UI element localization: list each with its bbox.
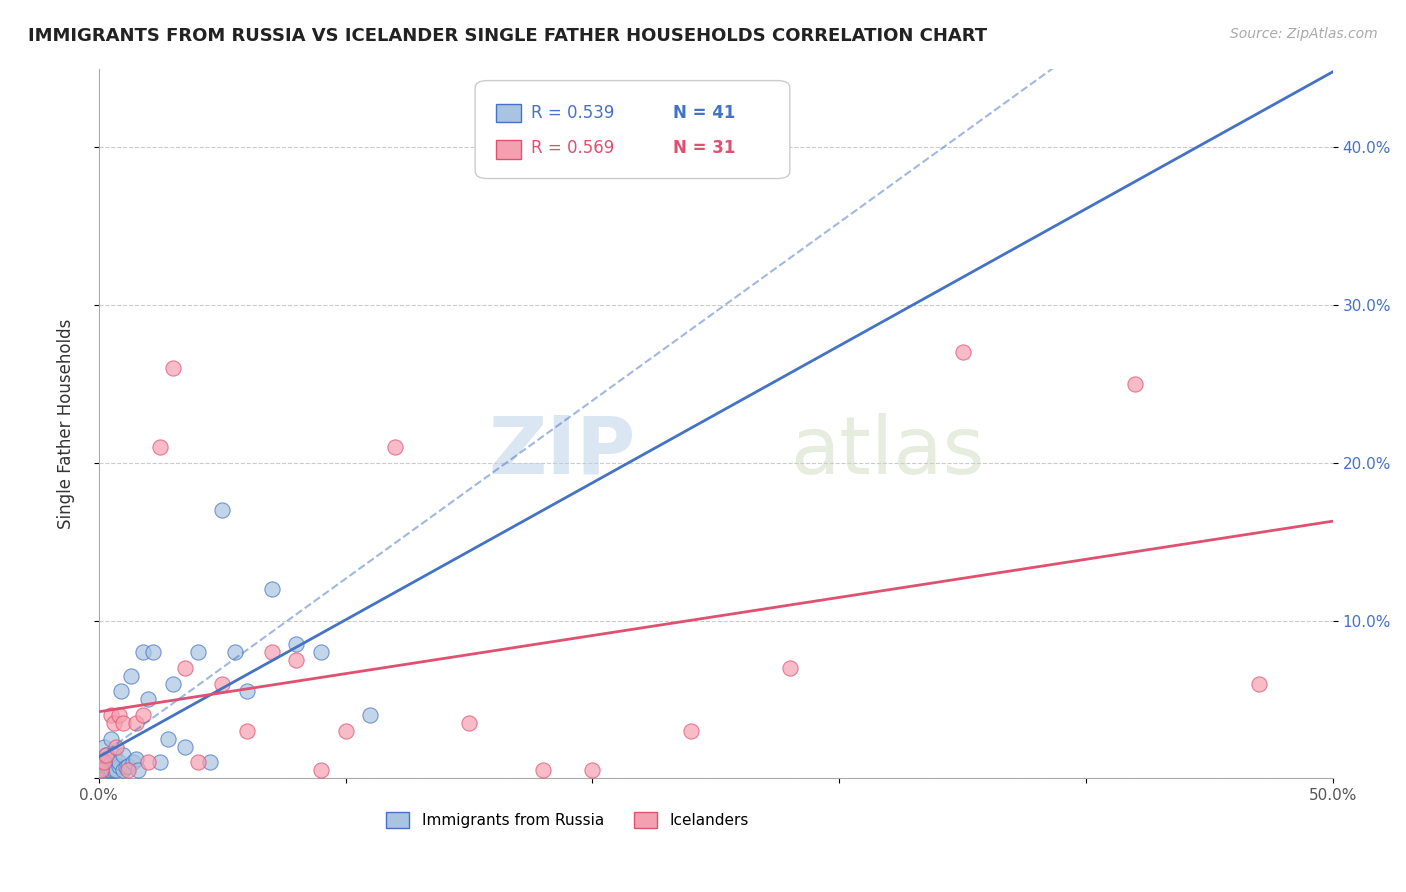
Point xyxy=(285,637,308,651)
Point xyxy=(149,440,172,454)
Legend: Immigrants from Russia, Icelanders: Immigrants from Russia, Icelanders xyxy=(381,806,755,834)
FancyBboxPatch shape xyxy=(475,80,790,178)
Point xyxy=(174,739,197,754)
Point xyxy=(100,731,122,746)
Point xyxy=(132,645,155,659)
Point xyxy=(1247,676,1270,690)
Point xyxy=(100,764,122,778)
Point xyxy=(211,676,233,690)
Point xyxy=(260,645,283,659)
Text: R = 0.569: R = 0.569 xyxy=(530,139,614,158)
Point xyxy=(107,708,129,723)
Point xyxy=(162,361,184,376)
Point xyxy=(117,764,139,778)
Point xyxy=(142,645,165,659)
Point xyxy=(125,752,148,766)
Point xyxy=(107,756,129,770)
Point xyxy=(112,716,135,731)
Point xyxy=(93,739,115,754)
Point xyxy=(198,756,221,770)
Point xyxy=(120,669,142,683)
Point xyxy=(236,684,259,698)
Point xyxy=(211,503,233,517)
Point xyxy=(309,764,332,778)
Text: Source: ZipAtlas.com: Source: ZipAtlas.com xyxy=(1230,27,1378,41)
Point xyxy=(174,661,197,675)
Point xyxy=(117,758,139,772)
Point xyxy=(136,692,159,706)
Point xyxy=(105,739,128,754)
Point xyxy=(186,645,208,659)
Point xyxy=(96,747,118,762)
Point xyxy=(458,716,481,731)
Text: atlas: atlas xyxy=(790,413,984,491)
Point xyxy=(531,764,554,778)
Point xyxy=(581,764,603,778)
Point xyxy=(90,764,112,778)
Point xyxy=(136,756,159,770)
Point xyxy=(93,756,115,770)
Point xyxy=(100,708,122,723)
Point xyxy=(260,582,283,596)
Point xyxy=(100,756,122,770)
Text: ZIP: ZIP xyxy=(488,413,636,491)
Point xyxy=(115,760,138,774)
Point xyxy=(97,764,120,778)
Point xyxy=(779,661,801,675)
Point xyxy=(156,731,179,746)
Y-axis label: Single Father Households: Single Father Households xyxy=(58,318,75,529)
Point xyxy=(90,764,112,778)
Point xyxy=(96,747,118,762)
Point xyxy=(224,645,246,659)
Point xyxy=(103,747,125,762)
Point xyxy=(127,764,149,778)
Point xyxy=(384,440,406,454)
Point xyxy=(236,723,259,738)
Point xyxy=(105,764,128,778)
FancyBboxPatch shape xyxy=(496,140,520,159)
Point xyxy=(162,676,184,690)
Point xyxy=(1123,376,1146,391)
FancyBboxPatch shape xyxy=(496,104,520,122)
Point xyxy=(125,716,148,731)
Text: N = 41: N = 41 xyxy=(672,104,735,122)
Point xyxy=(103,716,125,731)
Point xyxy=(112,764,135,778)
Point xyxy=(132,708,155,723)
Text: R = 0.539: R = 0.539 xyxy=(530,104,614,122)
Point xyxy=(96,764,118,778)
Point xyxy=(681,723,703,738)
Point xyxy=(359,708,381,723)
Text: N = 31: N = 31 xyxy=(672,139,735,158)
Point xyxy=(186,756,208,770)
Point xyxy=(952,345,974,359)
Point xyxy=(335,723,357,738)
Point xyxy=(309,645,332,659)
Text: IMMIGRANTS FROM RUSSIA VS ICELANDER SINGLE FATHER HOUSEHOLDS CORRELATION CHART: IMMIGRANTS FROM RUSSIA VS ICELANDER SING… xyxy=(28,27,987,45)
Point xyxy=(110,684,132,698)
Point xyxy=(93,756,115,770)
Point xyxy=(112,747,135,762)
Point xyxy=(103,764,125,778)
Point xyxy=(122,756,145,770)
Point xyxy=(107,758,129,772)
Point xyxy=(97,752,120,766)
Point xyxy=(96,758,118,772)
Point xyxy=(285,653,308,667)
Point xyxy=(149,756,172,770)
